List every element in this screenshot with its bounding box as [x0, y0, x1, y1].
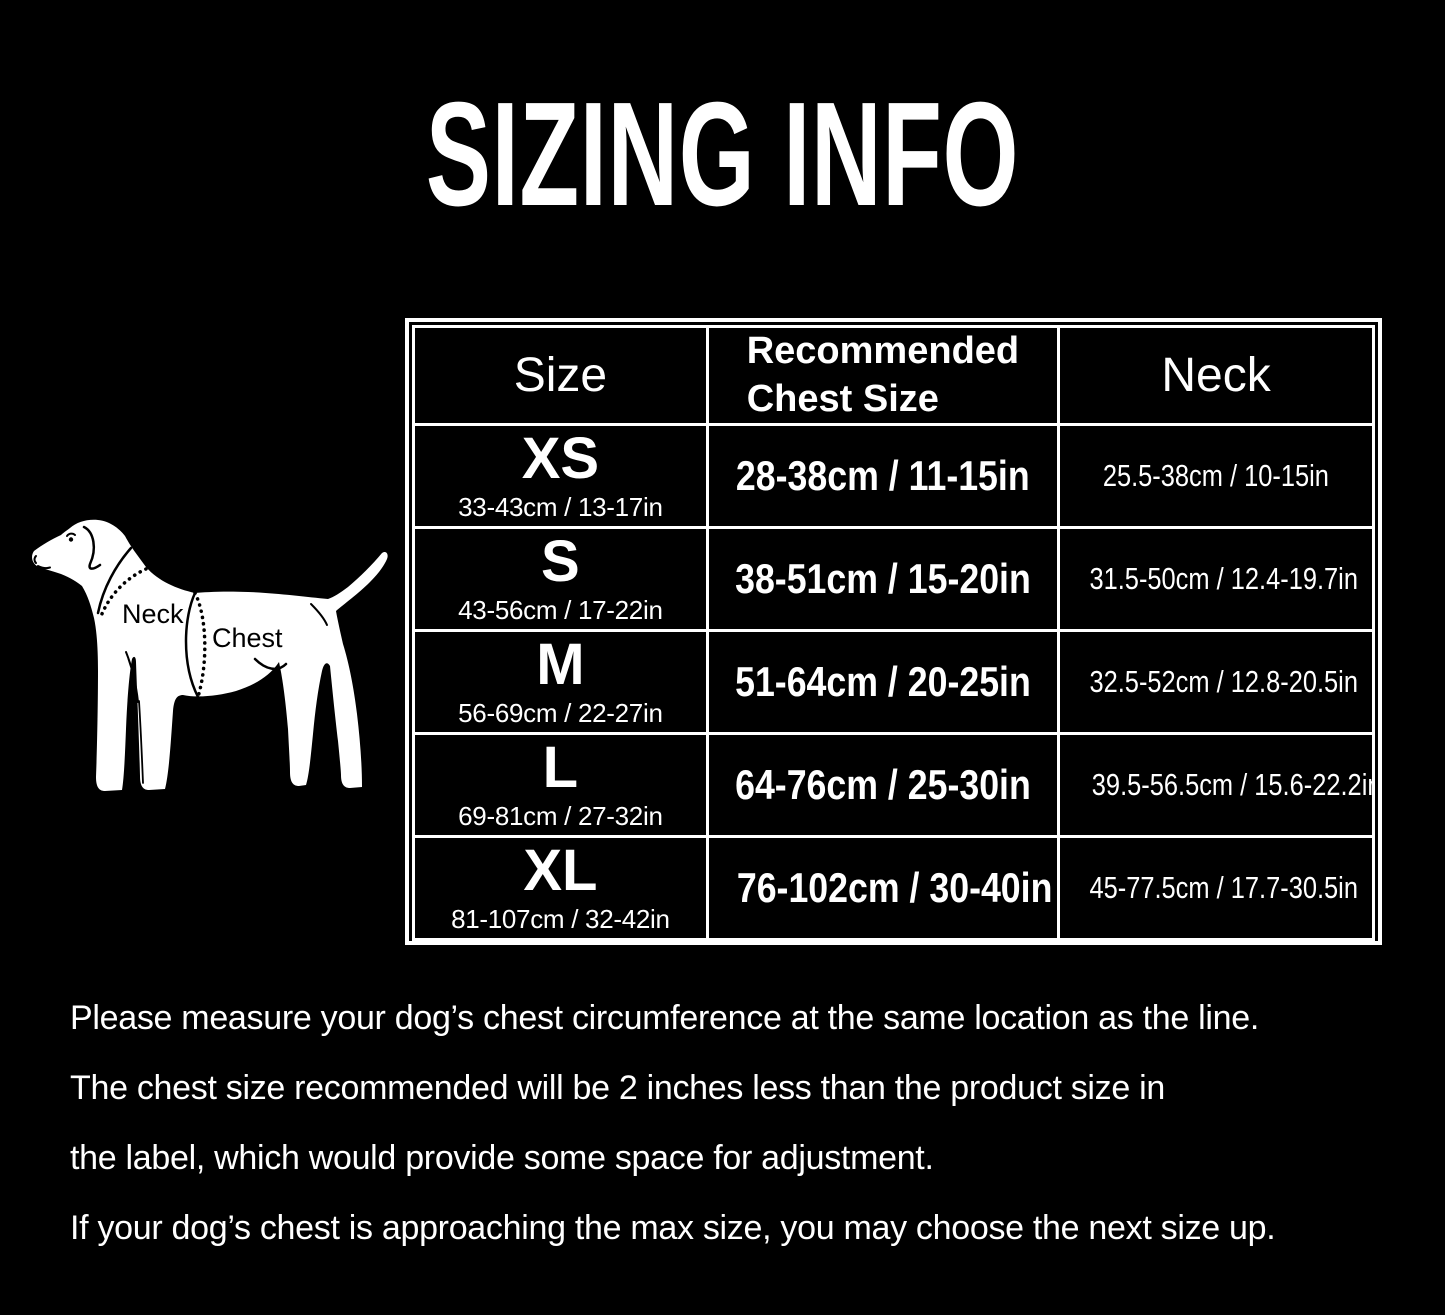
neck-cell: 25.5-38cm / 10-15in — [1057, 423, 1375, 529]
note-line-4: If your dog’s chest is approaching the m… — [70, 1209, 1276, 1247]
table-header-row: Size Recommended Chest Size Neck — [412, 325, 1375, 426]
chest-value: 28-38cm / 11-15in — [736, 452, 1030, 499]
column-header-size: Size — [412, 325, 709, 426]
dog-body-silhouette — [32, 519, 388, 791]
size-range: 43-56cm / 17-22in — [458, 595, 663, 626]
neck-value: 25.5-38cm / 10-15in — [1103, 458, 1330, 493]
size-label: XL — [523, 837, 598, 903]
table-row-l: L 69-81cm / 27-32in 64-76cm / 25-30in 39… — [412, 732, 1375, 838]
neck-cell: 45-77.5cm / 17.7-30.5in — [1057, 835, 1375, 941]
chest-cell: 64-76cm / 25-30in — [705, 732, 1061, 838]
dog-illustration: Neck Chest — [32, 519, 388, 791]
neck-value: 45-77.5cm / 17.7-30.5in — [1089, 870, 1359, 905]
neck-cell: 32.5-52cm / 12.8-20.5in — [1057, 629, 1375, 735]
neck-value: 39.5-56.5cm / 15.6-22.2in — [1091, 767, 1374, 802]
chest-value: 64-76cm / 25-30in — [735, 761, 1031, 808]
size-label: S — [541, 528, 580, 594]
size-cell: XS 33-43cm / 13-17in — [412, 423, 709, 529]
neck-value: 32.5-52cm / 12.8-20.5in — [1089, 664, 1359, 699]
size-range: 56-69cm / 22-27in — [458, 698, 663, 729]
table-row-xl: XL 81-107cm / 32-42in 76-102cm / 30-40in… — [412, 835, 1375, 941]
column-header-neck: Neck — [1057, 325, 1375, 426]
size-range: 69-81cm / 27-32in — [458, 801, 663, 832]
size-chart: Size Recommended Chest Size Neck XS 33-4… — [405, 318, 1382, 945]
chest-value: 51-64cm / 20-25in — [735, 658, 1031, 705]
dog-eye — [68, 537, 74, 542]
chest-cell: 76-102cm / 30-40in — [705, 835, 1061, 941]
dog-measurement-diagram: Neck Chest — [18, 505, 400, 807]
size-chart-table: Size Recommended Chest Size Neck XS 33-4… — [412, 325, 1375, 941]
column-header-chest: Recommended Chest Size — [705, 325, 1061, 426]
dog-nostril — [33, 555, 37, 564]
column-header-chest-line2: Chest Size — [746, 377, 939, 420]
neck-cell: 39.5-56.5cm / 15.6-22.2in — [1057, 732, 1375, 838]
size-range: 33-43cm / 13-17in — [458, 492, 663, 523]
size-cell: M 56-69cm / 22-27in — [412, 629, 709, 735]
dog-mouth-line — [37, 565, 51, 570]
chest-value: 76-102cm / 30-40in — [736, 864, 1053, 911]
note-line-3: the label, which would provide some spac… — [70, 1139, 934, 1177]
neck-value: 31.5-50cm / 12.4-19.7in — [1089, 561, 1359, 596]
chest-value: 38-51cm / 15-20in — [735, 555, 1031, 602]
dog-front-leg-shading — [125, 651, 139, 703]
size-cell: S 43-56cm / 17-22in — [412, 526, 709, 632]
chest-measure-solid-line — [184, 591, 200, 699]
page-title: SIZING INFO — [425, 72, 1020, 237]
dog-front-leg-divider — [138, 700, 144, 784]
chest-measure-label: Chest — [212, 623, 283, 653]
size-cell: XL 81-107cm / 32-42in — [412, 835, 709, 941]
chest-cell: 28-38cm / 11-15in — [705, 423, 1061, 529]
note-line-2: The chest size recommended will be 2 inc… — [70, 1069, 1166, 1107]
chest-cell: 51-64cm / 20-25in — [705, 629, 1061, 735]
size-range: 81-107cm / 32-42in — [451, 904, 670, 935]
dog-rear-thigh-crease — [253, 657, 288, 671]
dog-eye-brow — [66, 532, 76, 537]
chest-cell: 38-51cm / 15-20in — [705, 526, 1061, 632]
dog-ear-line — [82, 525, 102, 570]
size-cell: L 69-81cm / 27-32in — [412, 732, 709, 838]
neck-cell: 31.5-50cm / 12.4-19.7in — [1057, 526, 1375, 632]
neck-measure-label: Neck — [122, 599, 184, 629]
column-header-chest-line1: Recommended — [746, 330, 1020, 372]
neck-measure-dotted-line — [98, 567, 148, 621]
dog-tail-base-crease — [310, 603, 328, 626]
size-label: XS — [521, 425, 600, 491]
sizing-notes: Please measure your dog’s chest circumfe… — [70, 1000, 1410, 1246]
table-row-m: M 56-69cm / 22-27in 51-64cm / 20-25in 32… — [412, 629, 1375, 735]
table-row-s: S 43-56cm / 17-22in 38-51cm / 15-20in 31… — [412, 526, 1375, 632]
size-label: M — [536, 631, 585, 697]
table-row-xs: XS 33-43cm / 13-17in 28-38cm / 11-15in 2… — [412, 423, 1375, 529]
note-line-1: Please measure your dog’s chest circumfe… — [70, 999, 1259, 1037]
size-label: L — [542, 734, 579, 800]
chest-measure-dotted-line — [193, 591, 207, 699]
dog-neck-crease — [96, 546, 133, 615]
